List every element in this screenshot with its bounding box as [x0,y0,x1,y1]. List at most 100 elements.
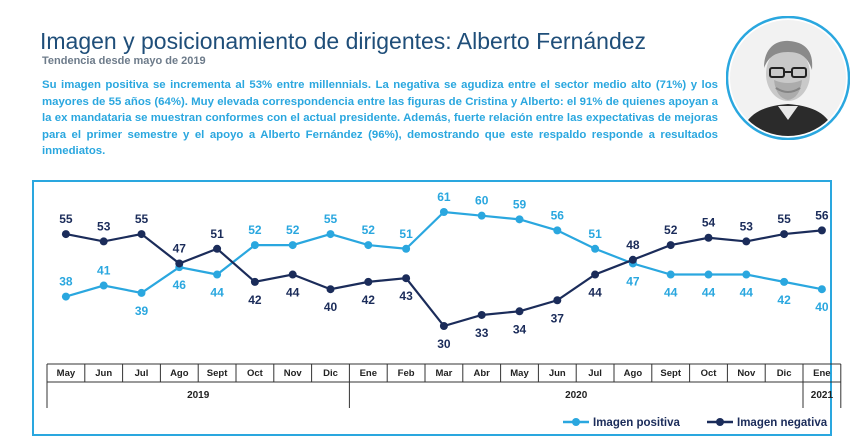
data-point [137,288,146,297]
x-tick-label: Abr [474,368,491,379]
data-point [402,244,411,253]
data-point [326,230,335,239]
data-point [61,230,70,239]
data-point [666,241,675,250]
data-label: 43 [399,289,413,303]
data-point [213,270,222,279]
page-subtitle: Tendencia desde mayo de 2019 [42,55,206,67]
data-label: 39 [135,304,149,318]
data-point [666,270,675,279]
x-tick-label: Dic [777,368,792,379]
data-point [780,230,789,239]
data-label: 51 [588,227,602,241]
data-point [553,296,562,305]
x-tick-label: Oct [247,368,264,379]
data-label: 60 [475,194,489,208]
data-point [628,255,637,264]
data-label: 40 [324,300,338,314]
data-label: 42 [362,293,376,307]
legend-marker [572,418,580,426]
data-point [591,244,600,253]
data-label: 44 [702,286,716,300]
x-tick-label: Ago [624,368,643,379]
x-tick-label: Jul [588,368,602,379]
data-label: 54 [702,216,716,230]
data-label: 44 [286,286,300,300]
x-tick-label: Sept [207,368,228,379]
data-point [213,244,222,253]
data-label: 55 [777,212,791,226]
data-label: 53 [740,219,754,233]
x-tick-label: Jun [549,368,566,379]
legend-marker [716,418,724,426]
data-label: 47 [173,241,187,255]
legend-entry: Imagen negativa [737,417,828,429]
data-point [61,292,70,301]
year-label: 2021 [811,390,834,401]
description-text: Su imagen positiva se incrementa al 53% … [42,79,718,158]
data-label: 44 [588,286,602,300]
x-tick-label: May [57,368,76,379]
data-point [477,211,486,220]
data-point [704,270,713,279]
data-point [288,270,297,279]
data-point [288,241,297,250]
data-label: 42 [248,293,262,307]
legend-entry: Imagen positiva [593,417,681,429]
data-label: 56 [815,208,829,222]
year-label: 2020 [565,390,588,401]
portrait-photo [726,16,850,140]
data-label: 55 [59,212,73,226]
data-label: 44 [740,286,754,300]
data-label: 52 [362,223,376,237]
x-tick-label: Feb [398,368,415,379]
x-tick-label: Oct [701,368,718,379]
x-tick-label: Ago [170,368,189,379]
data-point [402,274,411,283]
year-label: 2019 [187,390,210,401]
x-tick-label: Ene [813,368,830,379]
data-label: 55 [324,212,338,226]
data-point [99,237,108,246]
data-point [439,208,448,216]
data-label: 40 [815,300,829,314]
data-point [175,259,184,268]
data-label: 59 [513,197,527,211]
x-tick-label: Mar [435,368,452,379]
data-label: 38 [59,275,73,289]
data-label: 48 [626,238,640,252]
data-point [477,310,486,319]
data-point [515,307,524,316]
data-point [326,285,335,294]
data-label: 53 [97,219,111,233]
x-tick-label: Sept [660,368,681,379]
data-label: 42 [777,293,791,307]
data-label: 46 [173,278,187,292]
data-label: 34 [513,322,527,336]
data-point [817,285,826,294]
x-tick-label: Jul [135,368,149,379]
x-tick-label: Nov [737,368,756,379]
data-point [364,241,373,250]
data-label: 30 [437,337,451,351]
x-tick-label: Dic [323,368,338,379]
data-label: 44 [664,286,678,300]
data-point [364,277,373,286]
data-point [250,241,259,250]
data-label: 33 [475,326,489,340]
data-label: 61 [437,190,451,204]
data-label: 41 [97,264,111,278]
x-tick-label: Nov [284,368,303,379]
x-tick-label: Ene [360,368,377,379]
data-label: 44 [210,286,224,300]
page-title: Imagen y posicionamiento de dirigentes: … [40,28,647,54]
data-label: 52 [664,223,678,237]
data-label: 52 [248,223,262,237]
data-point [704,233,713,242]
data-point [137,230,146,239]
data-point [591,270,600,279]
data-label: 55 [135,212,149,226]
x-tick-label: May [510,368,529,379]
data-point [439,322,448,330]
